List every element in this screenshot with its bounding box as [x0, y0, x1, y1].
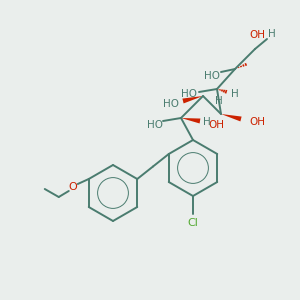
Text: HO: HO	[163, 99, 179, 109]
Text: H: H	[215, 96, 223, 106]
Polygon shape	[182, 96, 203, 103]
Polygon shape	[181, 118, 200, 124]
Text: O: O	[68, 182, 77, 192]
Text: Cl: Cl	[188, 218, 198, 228]
Text: OH: OH	[208, 120, 224, 130]
Polygon shape	[221, 114, 242, 122]
Text: HO: HO	[181, 89, 197, 99]
Text: OH: OH	[249, 30, 265, 40]
Text: H: H	[203, 117, 211, 127]
Text: H: H	[231, 89, 239, 99]
Text: HO: HO	[147, 120, 163, 130]
Text: OH: OH	[249, 117, 265, 127]
Text: HO: HO	[204, 71, 220, 81]
Text: H: H	[268, 29, 276, 39]
